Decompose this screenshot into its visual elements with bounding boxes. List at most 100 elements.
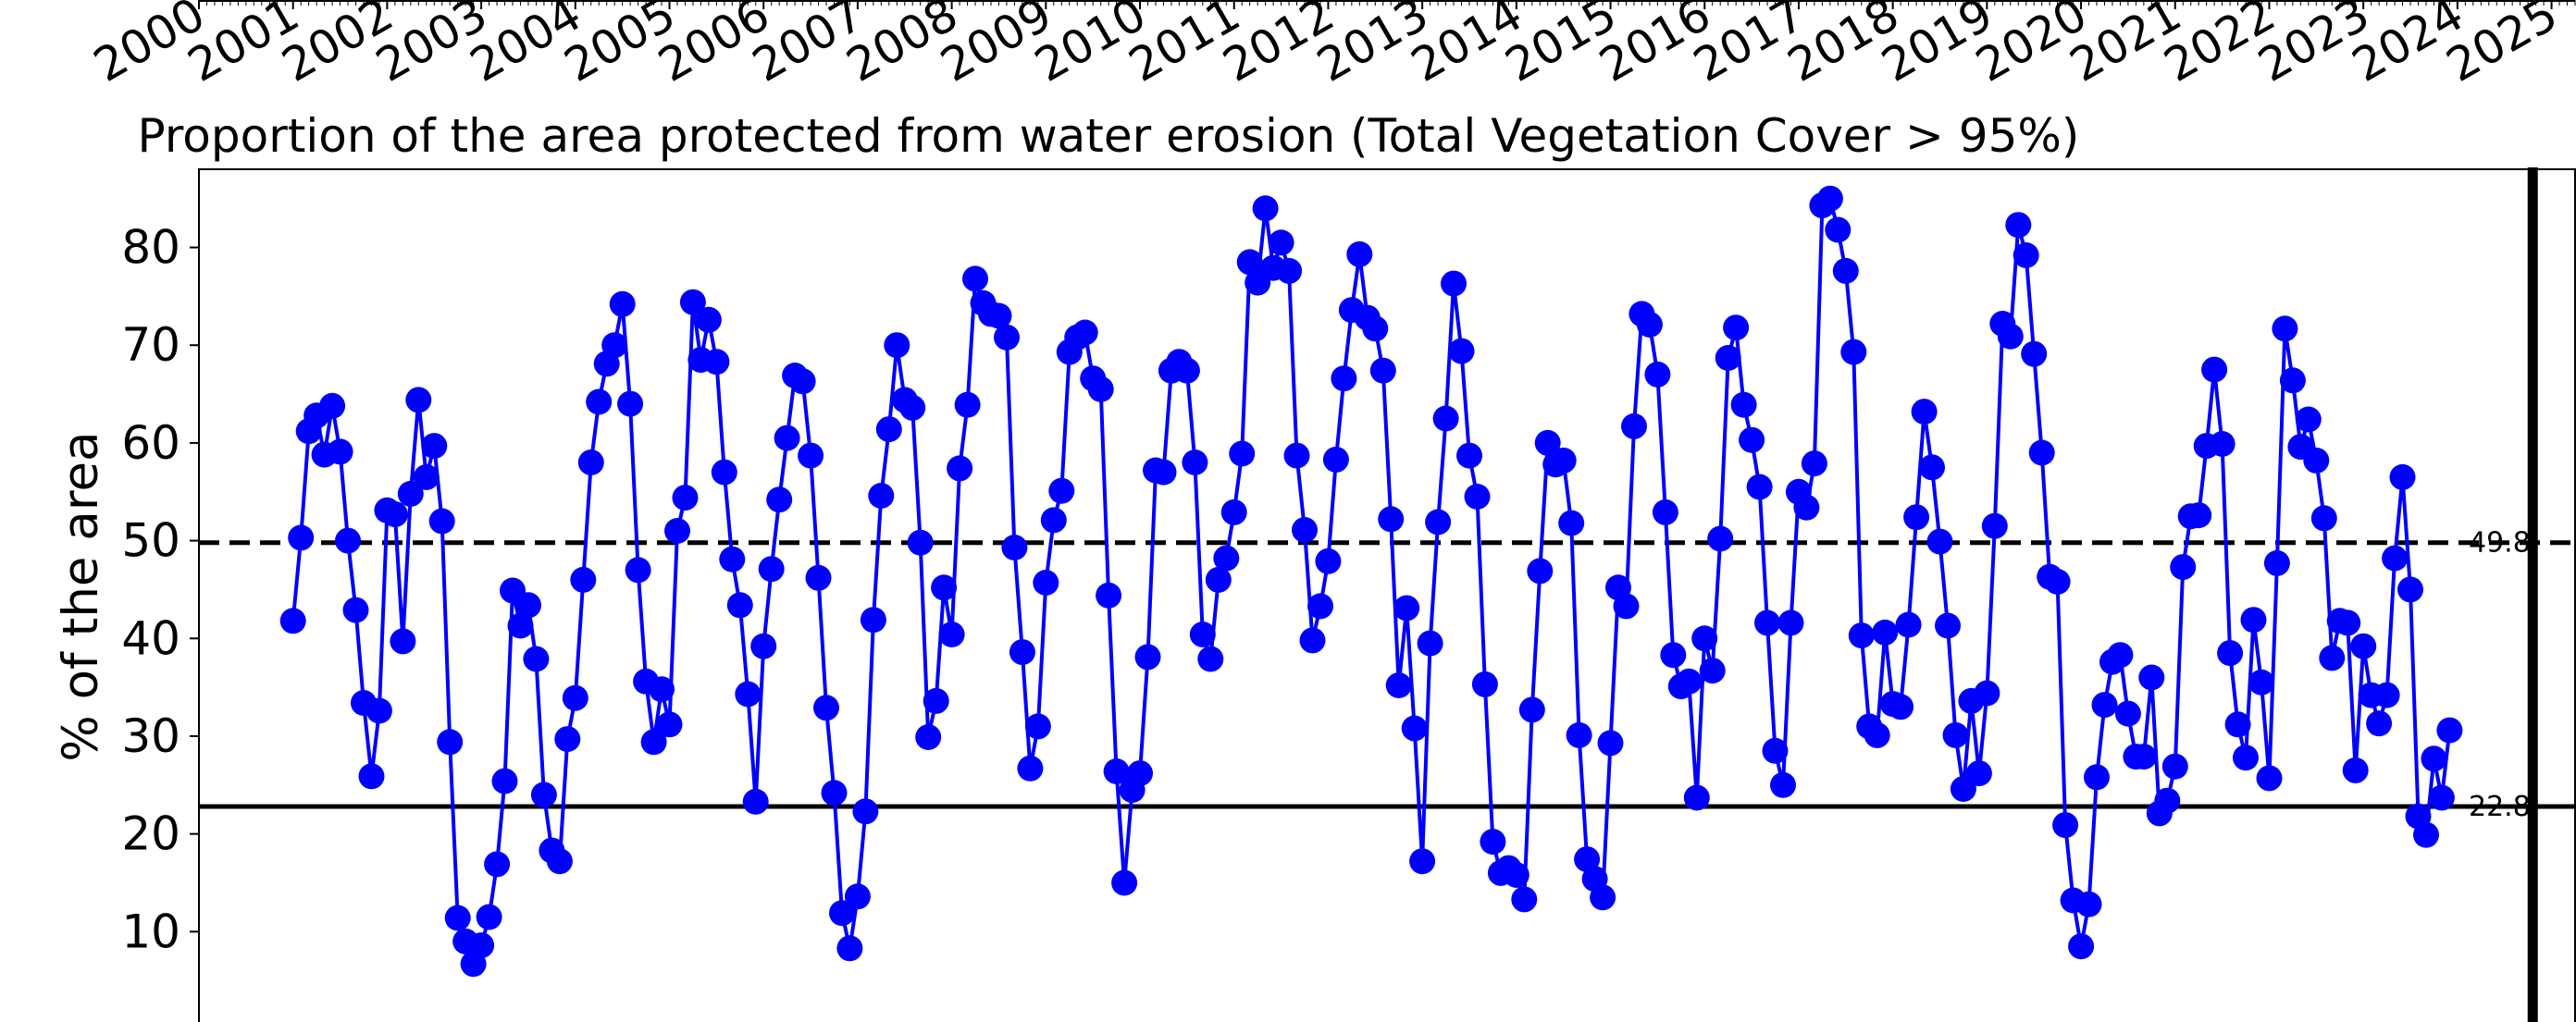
- data-point: [2334, 610, 2361, 636]
- data-point: [1864, 721, 1890, 748]
- y-tick-label: 10: [121, 905, 180, 958]
- data-point: [829, 900, 855, 927]
- y-tick-label: 40: [121, 611, 180, 665]
- data-point: [2428, 784, 2455, 811]
- data-point: [1903, 504, 1930, 531]
- data-point: [907, 529, 934, 556]
- data-point: [1134, 644, 1161, 671]
- data-point: [821, 780, 848, 807]
- data-point: [1926, 528, 1953, 555]
- data-point: [1252, 195, 1279, 222]
- data-point: [484, 851, 511, 878]
- data-point: [703, 349, 730, 376]
- data-point: [1613, 593, 1640, 620]
- data-point: [444, 905, 471, 931]
- data-point: [1292, 517, 1318, 543]
- data-point: [2154, 787, 2181, 814]
- data-point: [962, 265, 988, 292]
- data-point: [1448, 338, 1475, 364]
- data-point: [1683, 784, 1710, 811]
- data-point: [1895, 611, 1922, 638]
- data-point: [491, 768, 518, 794]
- plot-area-frame: [198, 168, 2576, 1022]
- data-point: [381, 501, 408, 528]
- data-point: [1417, 630, 1443, 657]
- data-point: [2091, 692, 2118, 719]
- data-point: [515, 592, 541, 619]
- data-point: [1205, 566, 1232, 593]
- data-point: [899, 394, 926, 421]
- data-point: [1597, 730, 1624, 757]
- data-point: [1040, 507, 1067, 534]
- data-point: [1754, 610, 1780, 636]
- data-point: [1518, 696, 1545, 723]
- data-point: [954, 391, 981, 418]
- data-point: [1660, 642, 1687, 669]
- data-point: [554, 726, 581, 753]
- data-point: [1173, 357, 1200, 384]
- data-point: [1229, 440, 1256, 467]
- data-point: [2217, 640, 2244, 667]
- data-point: [2256, 765, 2283, 792]
- data-point: [649, 676, 675, 703]
- data-point: [1236, 249, 1263, 276]
- data-point: [640, 729, 667, 756]
- reference-line-label: 49.8: [2469, 527, 2531, 560]
- data-point: [617, 390, 644, 417]
- data-point: [1723, 314, 1750, 341]
- data-point: [342, 597, 369, 623]
- data-point: [2366, 710, 2393, 737]
- data-point: [1401, 715, 1428, 742]
- data-point: [1268, 229, 1294, 256]
- data-point: [1182, 449, 1208, 475]
- data-point: [726, 592, 753, 619]
- data-point: [1777, 610, 1804, 636]
- data-point: [1981, 512, 2008, 539]
- data-point: [938, 622, 965, 647]
- data-point: [1699, 658, 1726, 684]
- data-point: [1965, 760, 1992, 787]
- data-point: [1527, 558, 1554, 585]
- data-point: [947, 455, 973, 482]
- data-point: [358, 763, 385, 790]
- data-point: [319, 392, 346, 419]
- data-point: [1574, 846, 1601, 873]
- data-point: [1511, 886, 1538, 913]
- data-point: [1096, 582, 1122, 609]
- data-point: [2303, 447, 2330, 474]
- data-point: [1997, 323, 2024, 350]
- data-point: [1715, 345, 1741, 371]
- data-point: [2272, 315, 2298, 342]
- data-point: [852, 798, 879, 825]
- data-point: [1425, 509, 1452, 536]
- data-point: [1872, 619, 1899, 646]
- data-point: [672, 485, 699, 511]
- top-axis-ticks: [198, 0, 2576, 9]
- data-point: [1636, 312, 1663, 338]
- data-point: [2233, 745, 2259, 771]
- data-point: [875, 416, 902, 443]
- data-point: [609, 290, 636, 317]
- data-point: [1307, 593, 1333, 620]
- data-point: [1558, 510, 1585, 536]
- chart-title: Proportion of the area protected from wa…: [138, 109, 2080, 163]
- data-point: [798, 442, 824, 469]
- data-point: [1127, 760, 1153, 787]
- data-point: [335, 527, 361, 554]
- data-point: [915, 724, 942, 750]
- data-point: [1071, 319, 1098, 346]
- data-point: [1550, 447, 1577, 474]
- data-point: [365, 697, 392, 724]
- data-point: [711, 459, 737, 486]
- data-point: [570, 566, 597, 593]
- data-point: [2209, 431, 2235, 457]
- data-point: [2044, 569, 2071, 595]
- data-point: [601, 332, 628, 359]
- data-point: [1793, 494, 1820, 521]
- data-point: [2107, 642, 2134, 669]
- data-point: [1919, 454, 1945, 481]
- y-tick-label: 60: [121, 416, 180, 470]
- data-point: [923, 687, 949, 714]
- data-point: [1676, 668, 1703, 695]
